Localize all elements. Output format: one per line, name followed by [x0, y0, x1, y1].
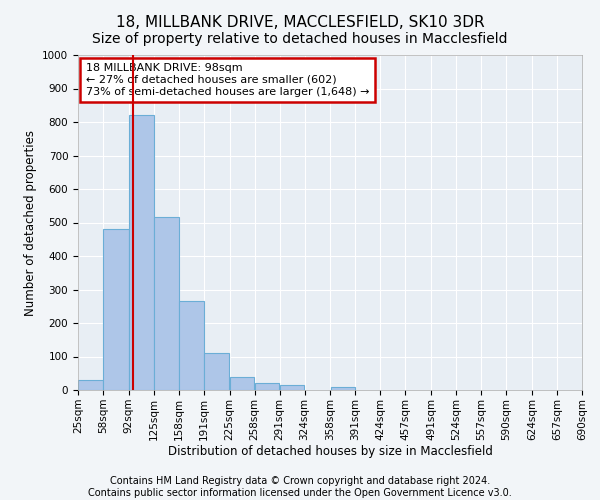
Bar	[179, 301, 203, 390]
Bar	[154, 218, 179, 390]
Text: 18, MILLBANK DRIVE, MACCLESFIELD, SK10 3DR: 18, MILLBANK DRIVE, MACCLESFIELD, SK10 3…	[116, 15, 484, 30]
Text: Size of property relative to detached houses in Macclesfield: Size of property relative to detached ho…	[92, 32, 508, 46]
Bar	[230, 376, 254, 390]
Text: Contains HM Land Registry data © Crown copyright and database right 2024.
Contai: Contains HM Land Registry data © Crown c…	[88, 476, 512, 498]
Bar	[204, 353, 229, 390]
Text: 18 MILLBANK DRIVE: 98sqm
← 27% of detached houses are smaller (602)
73% of semi-: 18 MILLBANK DRIVE: 98sqm ← 27% of detach…	[86, 64, 369, 96]
Bar	[280, 385, 304, 390]
X-axis label: Distribution of detached houses by size in Macclesfield: Distribution of detached houses by size …	[167, 446, 493, 458]
Bar	[103, 229, 128, 390]
Bar	[331, 386, 355, 390]
Bar	[255, 384, 280, 390]
Bar	[129, 116, 154, 390]
Y-axis label: Number of detached properties: Number of detached properties	[23, 130, 37, 316]
Bar	[78, 380, 103, 390]
